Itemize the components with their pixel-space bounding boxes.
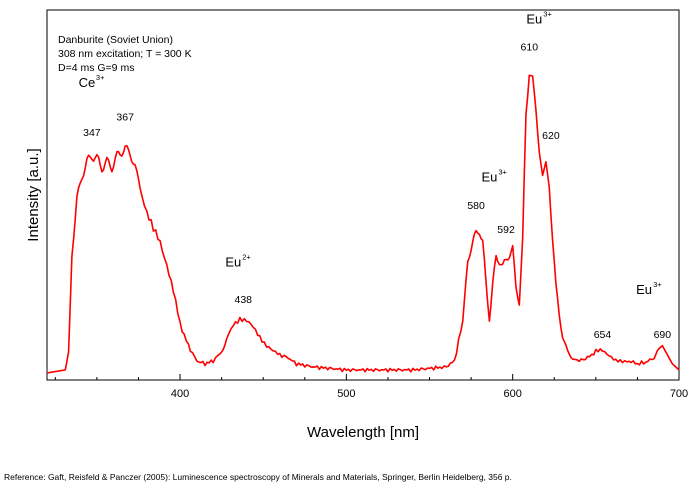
x-tick-label: 400 [171,388,189,400]
peak-label-592: 592 [497,224,515,236]
sample-note-1: Danburite (Soviet Union) [58,34,173,46]
peak-label-438: 438 [234,294,252,306]
peak-label-690: 690 [654,329,672,341]
x-axis-label: Wavelength [nm] [307,424,419,441]
ion-label: Ce [79,75,96,90]
peak-label-654: 654 [594,329,612,341]
sample-note-3: D=4 ms G=9 ms [58,62,134,74]
plot-frame [46,9,680,381]
x-tick-label: 700 [670,388,688,400]
peak-label-580: 580 [467,200,485,212]
ion-label-charge: 3+ [653,280,662,289]
ion-label: Eu [636,282,652,297]
ion-label-charge: 2+ [242,253,251,262]
ion-label: Eu [526,11,542,26]
sample-note-2: 308 nm excitation; T = 300 K [58,48,192,60]
reference-note: Reference: Gaft, Reisfeld & Panczer (200… [4,472,512,482]
peak-label-347: 347 [83,127,101,139]
ion-label-charge: 3+ [498,167,507,176]
spectrum-line [46,74,680,374]
ion-label-charge: 3+ [96,73,105,82]
peak-label-610: 610 [521,42,539,54]
x-tick-label: 600 [504,388,522,400]
peak-label-367: 367 [116,112,134,124]
sample-notes: Danburite (Soviet Union) 308 nm excitati… [58,34,192,74]
ion-label: Eu [225,255,241,270]
peak-label-620: 620 [542,130,560,142]
ion-label-charge: 3+ [543,9,552,18]
x-tick-label: 500 [337,388,355,400]
ion-label: Eu [481,169,497,184]
y-axis-label: Intensity [a.u.] [25,148,42,241]
